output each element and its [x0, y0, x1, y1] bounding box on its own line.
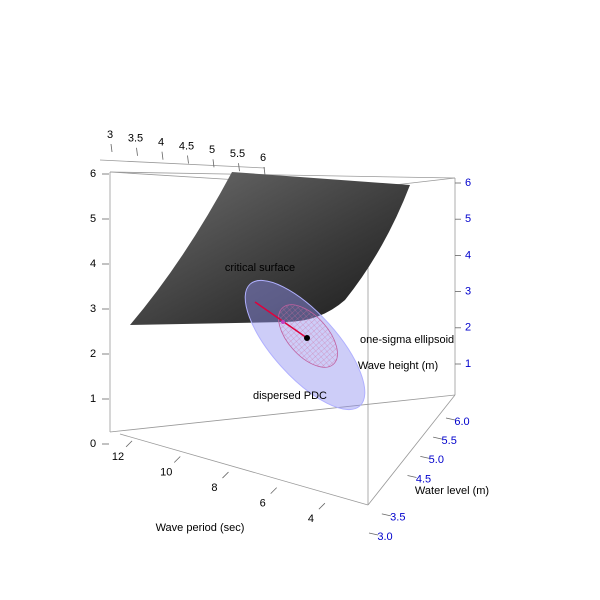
y2-tick	[368, 532, 379, 536]
y-tick	[187, 155, 189, 164]
x-tick	[222, 471, 229, 479]
x-tick	[173, 456, 181, 463]
y2-tick-label: 5.5	[442, 435, 457, 447]
y-tick-label: 4	[158, 137, 164, 149]
y-axis-title: Water level (m)	[415, 485, 489, 497]
x-tick-label: 12	[112, 451, 124, 463]
x-tick-label: 8	[211, 482, 217, 494]
y-tick	[263, 166, 266, 176]
y2-tick-label: 5.0	[429, 454, 444, 466]
y2-tick	[445, 417, 456, 421]
y2-tick	[407, 475, 417, 478]
z2-tick-label: 2	[465, 322, 471, 334]
z-tick-label: 2	[90, 348, 96, 360]
z2-tick-label: 3	[465, 286, 471, 298]
y-tick-label: 3	[107, 129, 113, 141]
y2-tick	[433, 436, 443, 440]
y-tick-label: 6	[260, 152, 266, 164]
x-tick-label: 10	[160, 466, 172, 478]
x-axis-title: Wave period (sec)	[156, 522, 245, 534]
z-tick-label: 6	[90, 168, 96, 180]
y-tick-label: 5	[209, 144, 215, 156]
annotation: dispersed PDC	[253, 390, 327, 402]
x-tick-label: 4	[308, 513, 314, 525]
y-tick-label: 3.5	[128, 133, 143, 145]
y2-tick	[381, 513, 391, 517]
y-tick	[136, 147, 138, 156]
z-tick-label: 4	[90, 258, 96, 270]
x-tick-label: 6	[260, 498, 266, 510]
x-tick	[318, 502, 326, 510]
y2-tick-label: 3.0	[377, 531, 392, 543]
z-axis-title: Wave height (m)	[358, 360, 438, 372]
y-tick	[212, 159, 215, 168]
annotation: one-sigma ellipsoid	[360, 334, 454, 346]
y2-tick	[420, 455, 430, 459]
y-tick-label: 4.5	[179, 140, 194, 152]
y2-tick-label: 4.5	[416, 473, 431, 485]
x-tick	[270, 487, 277, 494]
distance-line	[254, 301, 308, 339]
center-point	[304, 335, 310, 341]
z-tick-label: 3	[90, 303, 96, 315]
y-tick	[161, 151, 164, 160]
annotation: critical surface	[225, 262, 295, 274]
surface-point	[281, 320, 285, 324]
z2-tick-label: 4	[465, 249, 471, 261]
z2-tick-label: 6	[465, 177, 471, 189]
y2-tick-label: 3.5	[390, 512, 405, 524]
x-tick	[125, 440, 133, 448]
z-tick-label: 0	[90, 438, 96, 450]
y2-tick-label: 6.0	[454, 416, 469, 428]
critical-surface	[130, 172, 410, 325]
y-tick	[110, 143, 113, 153]
y-tick	[238, 163, 240, 172]
z-tick-label: 1	[90, 393, 96, 405]
y-tick-label: 5.5	[230, 148, 245, 160]
z2-tick-label: 1	[465, 358, 471, 370]
z-tick-label: 5	[90, 213, 96, 225]
z2-tick-label: 5	[465, 213, 471, 225]
